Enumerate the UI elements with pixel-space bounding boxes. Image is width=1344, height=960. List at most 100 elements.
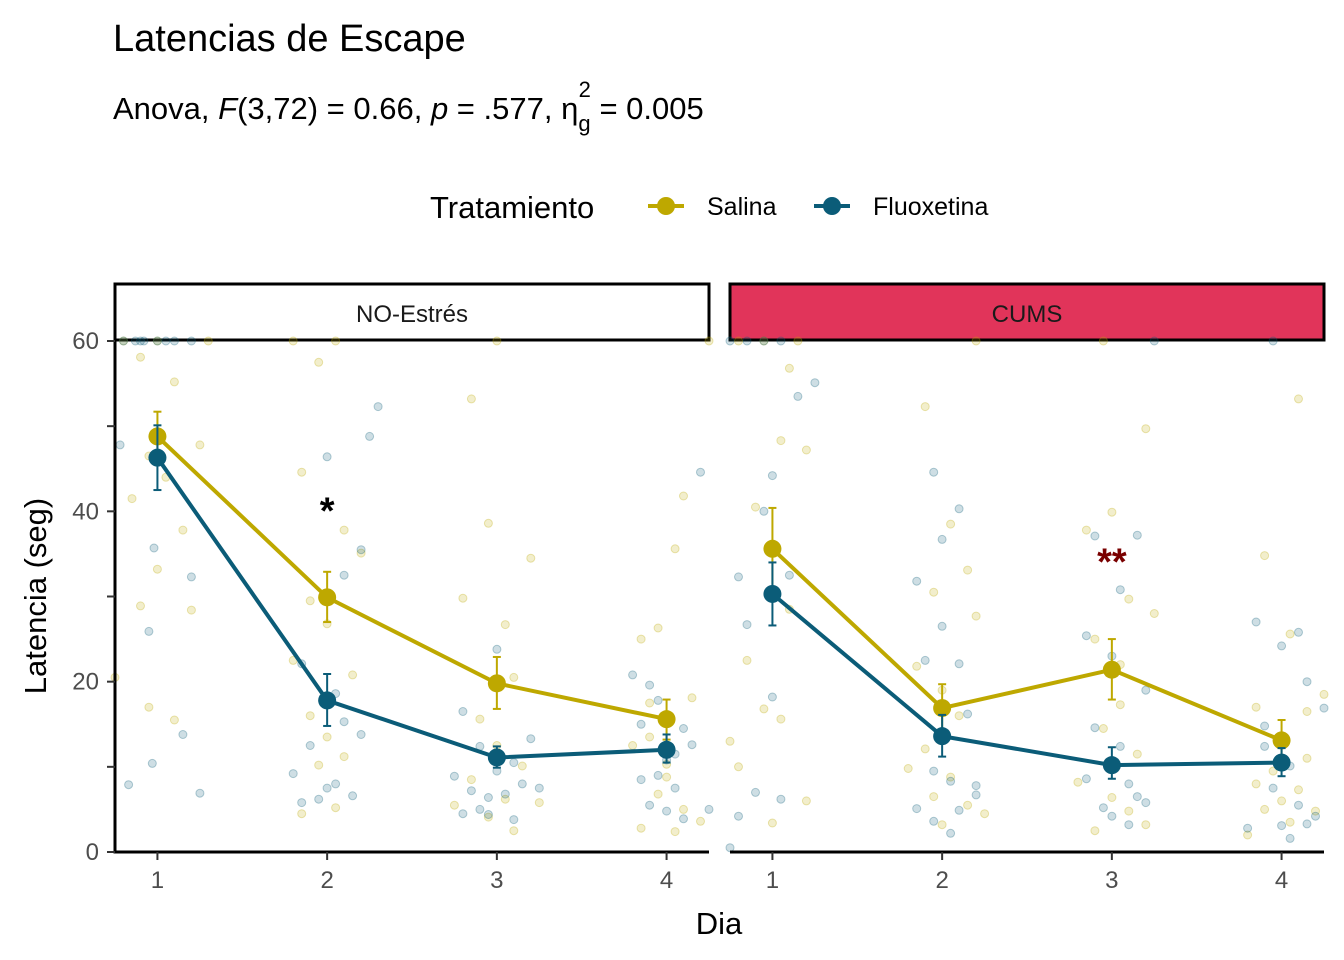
strip-no-estres <box>113 282 711 342</box>
raw-point-fluoxetina-no-estres <box>696 467 705 477</box>
mean-point-fluoxetina-cums <box>1272 753 1291 772</box>
raw-point-salina-cums <box>1124 806 1134 816</box>
raw-point-salina-cums <box>1132 749 1142 759</box>
raw-point-fluoxetina-no-estres <box>161 336 171 346</box>
raw-point-salina-no-estres <box>475 714 485 724</box>
raw-point-fluoxetina-no-estres <box>645 680 655 690</box>
mean-point-fluoxetina-cums <box>933 727 952 746</box>
raw-point-salina-no-estres <box>466 775 476 785</box>
raw-point-fluoxetina-cums <box>954 659 964 669</box>
raw-point-fluoxetina-cums <box>759 506 769 516</box>
raw-point-fluoxetina-no-estres <box>628 670 638 680</box>
raw-point-fluoxetina-no-estres <box>670 783 680 793</box>
strip-label-no-estres: NO-Estrés <box>356 301 468 328</box>
raw-point-fluoxetina-cums <box>1302 819 1312 829</box>
raw-point-fluoxetina-cums <box>751 787 760 797</box>
raw-point-fluoxetina-cums <box>946 776 956 786</box>
raw-point-fluoxetina-cums <box>767 471 777 481</box>
raw-point-salina-no-estres <box>297 467 307 477</box>
raw-point-salina-no-estres <box>526 553 536 563</box>
raw-point-fluoxetina-no-estres <box>483 810 493 819</box>
raw-point-salina-no-estres <box>119 336 128 346</box>
x-tick-label-no-estres: 2 <box>320 867 333 894</box>
raw-point-salina-cums <box>1149 609 1159 618</box>
raw-point-salina-cums <box>1124 594 1134 604</box>
mean-point-fluoxetina-cums <box>1102 756 1121 775</box>
raw-point-salina-no-estres <box>331 336 341 346</box>
legend-item-salina: Salina <box>648 193 777 221</box>
raw-point-salina-cums <box>946 772 956 782</box>
raw-point-salina-no-estres <box>534 798 544 808</box>
raw-point-fluoxetina-cums <box>776 794 786 804</box>
x-tick-label-no-estres: 3 <box>490 867 503 894</box>
mean-point-salina-cums <box>763 539 782 558</box>
raw-point-fluoxetina-no-estres <box>475 804 485 814</box>
mean-point-salina-cums <box>1102 660 1121 679</box>
raw-point-fluoxetina-no-estres <box>139 336 149 346</box>
raw-point-fluoxetina-no-estres <box>483 793 493 802</box>
raw-point-salina-no-estres <box>144 702 154 712</box>
y-axis-title: Latencia (seg) <box>18 498 53 694</box>
raw-point-salina-cums <box>1285 629 1295 639</box>
raw-point-fluoxetina-cums <box>1260 721 1270 731</box>
raw-point-salina-no-estres <box>203 336 213 346</box>
raw-point-fluoxetina-no-estres <box>314 794 324 804</box>
raw-point-salina-no-estres <box>136 352 145 362</box>
raw-point-salina-cums <box>1260 804 1270 814</box>
raw-point-salina-cums <box>1294 785 1303 795</box>
raw-point-fluoxetina-no-estres <box>119 336 128 346</box>
raw-point-salina-cums <box>929 792 939 802</box>
raw-point-fluoxetina-cums <box>1294 800 1303 810</box>
raw-point-salina-no-estres <box>356 548 366 558</box>
raw-point-fluoxetina-no-estres <box>144 626 154 636</box>
significance-marker-cums: ** <box>1097 541 1127 583</box>
raw-point-fluoxetina-cums <box>767 692 777 702</box>
raw-point-fluoxetina-no-estres <box>124 780 134 790</box>
raw-point-fluoxetina-cums <box>1141 798 1151 808</box>
raw-point-fluoxetina-cums <box>1268 336 1278 346</box>
raw-point-fluoxetina-no-estres <box>186 572 196 582</box>
raw-point-salina-cums <box>784 363 794 373</box>
raw-point-salina-no-estres <box>670 827 680 837</box>
raw-point-salina-no-estres <box>339 752 349 762</box>
raw-point-salina-cums <box>1141 820 1151 830</box>
raw-point-fluoxetina-cums <box>929 467 939 477</box>
mean-point-fluoxetina-no-estres <box>318 691 337 710</box>
raw-point-salina-cums <box>801 445 811 455</box>
raw-point-fluoxetina-no-estres <box>115 440 125 450</box>
raw-point-salina-cums <box>1090 634 1100 644</box>
y-tick-label: 20 <box>72 669 99 696</box>
raw-point-salina-no-estres <box>152 564 162 574</box>
raw-point-salina-cums <box>1141 424 1151 434</box>
raw-point-salina-cums <box>1302 707 1312 716</box>
raw-point-fluoxetina-cums <box>929 766 939 776</box>
raw-point-salina-cums <box>929 587 939 597</box>
raw-point-salina-cums <box>1098 724 1108 733</box>
raw-point-fluoxetina-no-estres <box>458 809 468 819</box>
raw-point-fluoxetina-cums <box>1141 685 1151 695</box>
raw-point-fluoxetina-cums <box>810 378 820 388</box>
raw-point-salina-no-estres <box>483 812 493 822</box>
raw-point-fluoxetina-no-estres <box>178 730 188 739</box>
y-tick-label: 40 <box>72 498 99 525</box>
raw-point-fluoxetina-cums <box>1107 811 1117 821</box>
raw-point-fluoxetina-cums <box>1277 641 1287 651</box>
raw-point-salina-no-estres <box>322 732 332 742</box>
raw-point-salina-no-estres <box>195 440 205 450</box>
raw-point-salina-cums <box>912 661 922 671</box>
mean-point-fluoxetina-no-estres <box>487 748 506 767</box>
raw-point-salina-no-estres <box>645 732 655 742</box>
raw-point-salina-no-estres <box>339 525 349 535</box>
raw-point-fluoxetina-cums <box>963 709 973 719</box>
raw-point-fluoxetina-cums <box>1149 336 1159 346</box>
mean-point-fluoxetina-no-estres <box>657 740 676 759</box>
raw-point-salina-no-estres <box>127 494 137 504</box>
raw-point-fluoxetina-cums <box>1243 823 1253 833</box>
raw-point-fluoxetina-cums <box>1294 627 1303 637</box>
raw-point-salina-cums <box>903 764 913 773</box>
raw-point-salina-no-estres <box>653 789 663 799</box>
raw-point-salina-no-estres <box>305 711 315 721</box>
mean-point-fluoxetina-cums <box>763 584 782 603</box>
raw-point-fluoxetina-cums <box>1132 792 1142 802</box>
raw-point-salina-cums <box>1243 830 1253 840</box>
